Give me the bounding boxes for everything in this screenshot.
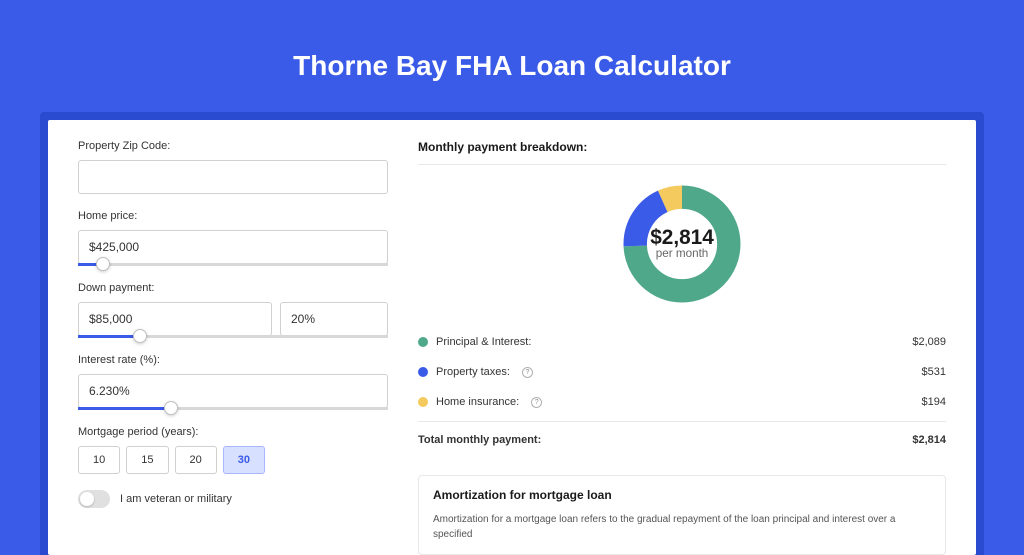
breakdown-amount: $2,089 — [912, 336, 946, 348]
home-price-input[interactable] — [78, 230, 388, 264]
down-payment-pct-input[interactable] — [280, 302, 388, 336]
info-icon[interactable]: ? — [522, 367, 533, 378]
down-payment-label: Down payment: — [78, 282, 388, 294]
amortization-heading: Amortization for mortgage loan — [433, 488, 931, 502]
veteran-row: I am veteran or military — [78, 490, 388, 508]
breakdown-row: Principal & Interest: $2,089 — [418, 327, 946, 357]
toggle-knob — [80, 492, 94, 506]
home-price-label: Home price: — [78, 210, 388, 222]
down-payment-slider-thumb[interactable] — [133, 329, 147, 343]
period-options: 10152030 — [78, 446, 388, 474]
interest-input[interactable] — [78, 374, 388, 408]
total-row: Total monthly payment: $2,814 — [418, 421, 946, 455]
veteran-toggle[interactable] — [78, 490, 110, 508]
period-btn-10[interactable]: 10 — [78, 446, 120, 474]
period-btn-15[interactable]: 15 — [126, 446, 168, 474]
legend-dot — [418, 397, 428, 407]
period-group: Mortgage period (years): 10152030 — [78, 426, 388, 474]
zip-label: Property Zip Code: — [78, 140, 388, 152]
breakdown-row: Home insurance:? $194 — [418, 387, 946, 417]
zip-field-group: Property Zip Code: — [78, 140, 388, 194]
home-price-slider-thumb[interactable] — [96, 257, 110, 271]
zip-input[interactable] — [78, 160, 388, 194]
total-amount: $2,814 — [912, 434, 946, 446]
down-payment-input[interactable] — [78, 302, 272, 336]
donut-wrap: $2,814 per month — [418, 165, 946, 327]
down-payment-slider[interactable] — [78, 335, 388, 338]
info-icon[interactable]: ? — [531, 397, 542, 408]
interest-slider[interactable] — [78, 407, 388, 410]
breakdown-amount: $194 — [922, 396, 946, 408]
home-price-group: Home price: — [78, 210, 388, 266]
breakdown-heading: Monthly payment breakdown: — [418, 140, 946, 165]
breakdown-column: Monthly payment breakdown: $2,814 per mo… — [418, 140, 946, 555]
legend-dot — [418, 337, 428, 347]
donut-center-sub: per month — [656, 247, 709, 260]
breakdown-label: Property taxes: — [436, 366, 510, 378]
breakdown-row: Property taxes:? $531 — [418, 357, 946, 387]
donut-center-amount: $2,814 — [650, 226, 714, 249]
breakdown-label: Home insurance: — [436, 396, 519, 408]
total-label: Total monthly payment: — [418, 434, 541, 446]
period-btn-30[interactable]: 30 — [223, 446, 265, 474]
breakdown-amount: $531 — [922, 366, 946, 378]
calculator-outer: Property Zip Code: Home price: Down paym… — [40, 112, 984, 555]
veteran-label: I am veteran or military — [120, 493, 232, 505]
interest-slider-thumb[interactable] — [164, 401, 178, 415]
page-title: Thorne Bay FHA Loan Calculator — [0, 0, 1024, 112]
amortization-text: Amortization for a mortgage loan refers … — [433, 512, 931, 542]
period-btn-20[interactable]: 20 — [175, 446, 217, 474]
interest-label: Interest rate (%): — [78, 354, 388, 366]
breakdown-rows: Principal & Interest: $2,089 Property taxe… — [418, 327, 946, 417]
amortization-section: Amortization for mortgage loan Amortizat… — [418, 475, 946, 555]
breakdown-label: Principal & Interest: — [436, 336, 531, 348]
donut-chart: $2,814 per month — [617, 179, 747, 309]
down-payment-group: Down payment: — [78, 282, 388, 338]
form-column: Property Zip Code: Home price: Down paym… — [78, 140, 388, 555]
legend-dot — [418, 367, 428, 377]
home-price-slider[interactable] — [78, 263, 388, 266]
interest-group: Interest rate (%): — [78, 354, 388, 410]
period-label: Mortgage period (years): — [78, 426, 388, 438]
calculator-card: Property Zip Code: Home price: Down paym… — [48, 120, 976, 555]
